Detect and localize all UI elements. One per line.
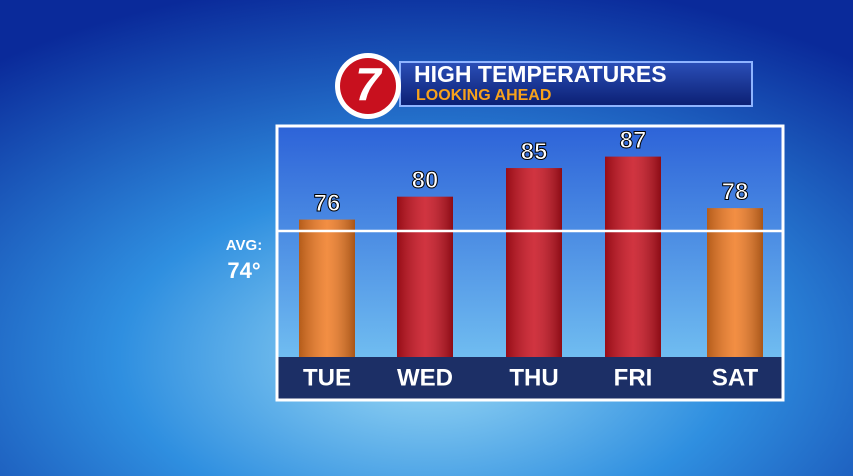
- bar-shade: [397, 196, 453, 357]
- bar-shade: [707, 208, 763, 357]
- x-tick-label: FRI: [614, 364, 653, 391]
- category-band: [278, 357, 782, 399]
- chart-subtitle: LOOKING AHEAD: [416, 87, 551, 104]
- x-tick-label: WED: [397, 364, 453, 391]
- title-banner: [399, 61, 753, 107]
- bar-shade: [299, 219, 355, 357]
- chart-title: HIGH TEMPERATURES: [414, 61, 667, 87]
- bar-shade: [605, 156, 661, 357]
- average-value-label: 74°: [227, 258, 260, 283]
- x-tick-label: THU: [509, 364, 558, 391]
- value-label: 80: [412, 167, 439, 194]
- logo: [340, 58, 396, 114]
- average-label: AVG:: [226, 237, 262, 254]
- value-label: 87: [620, 127, 647, 154]
- x-tick-label: TUE: [303, 364, 351, 391]
- value-label: 85: [521, 138, 548, 165]
- x-tick-label: SAT: [712, 364, 759, 391]
- value-label: 78: [722, 178, 749, 205]
- bar-shade: [506, 168, 562, 357]
- logo-text: 7: [355, 58, 383, 110]
- value-label: 76: [314, 190, 341, 217]
